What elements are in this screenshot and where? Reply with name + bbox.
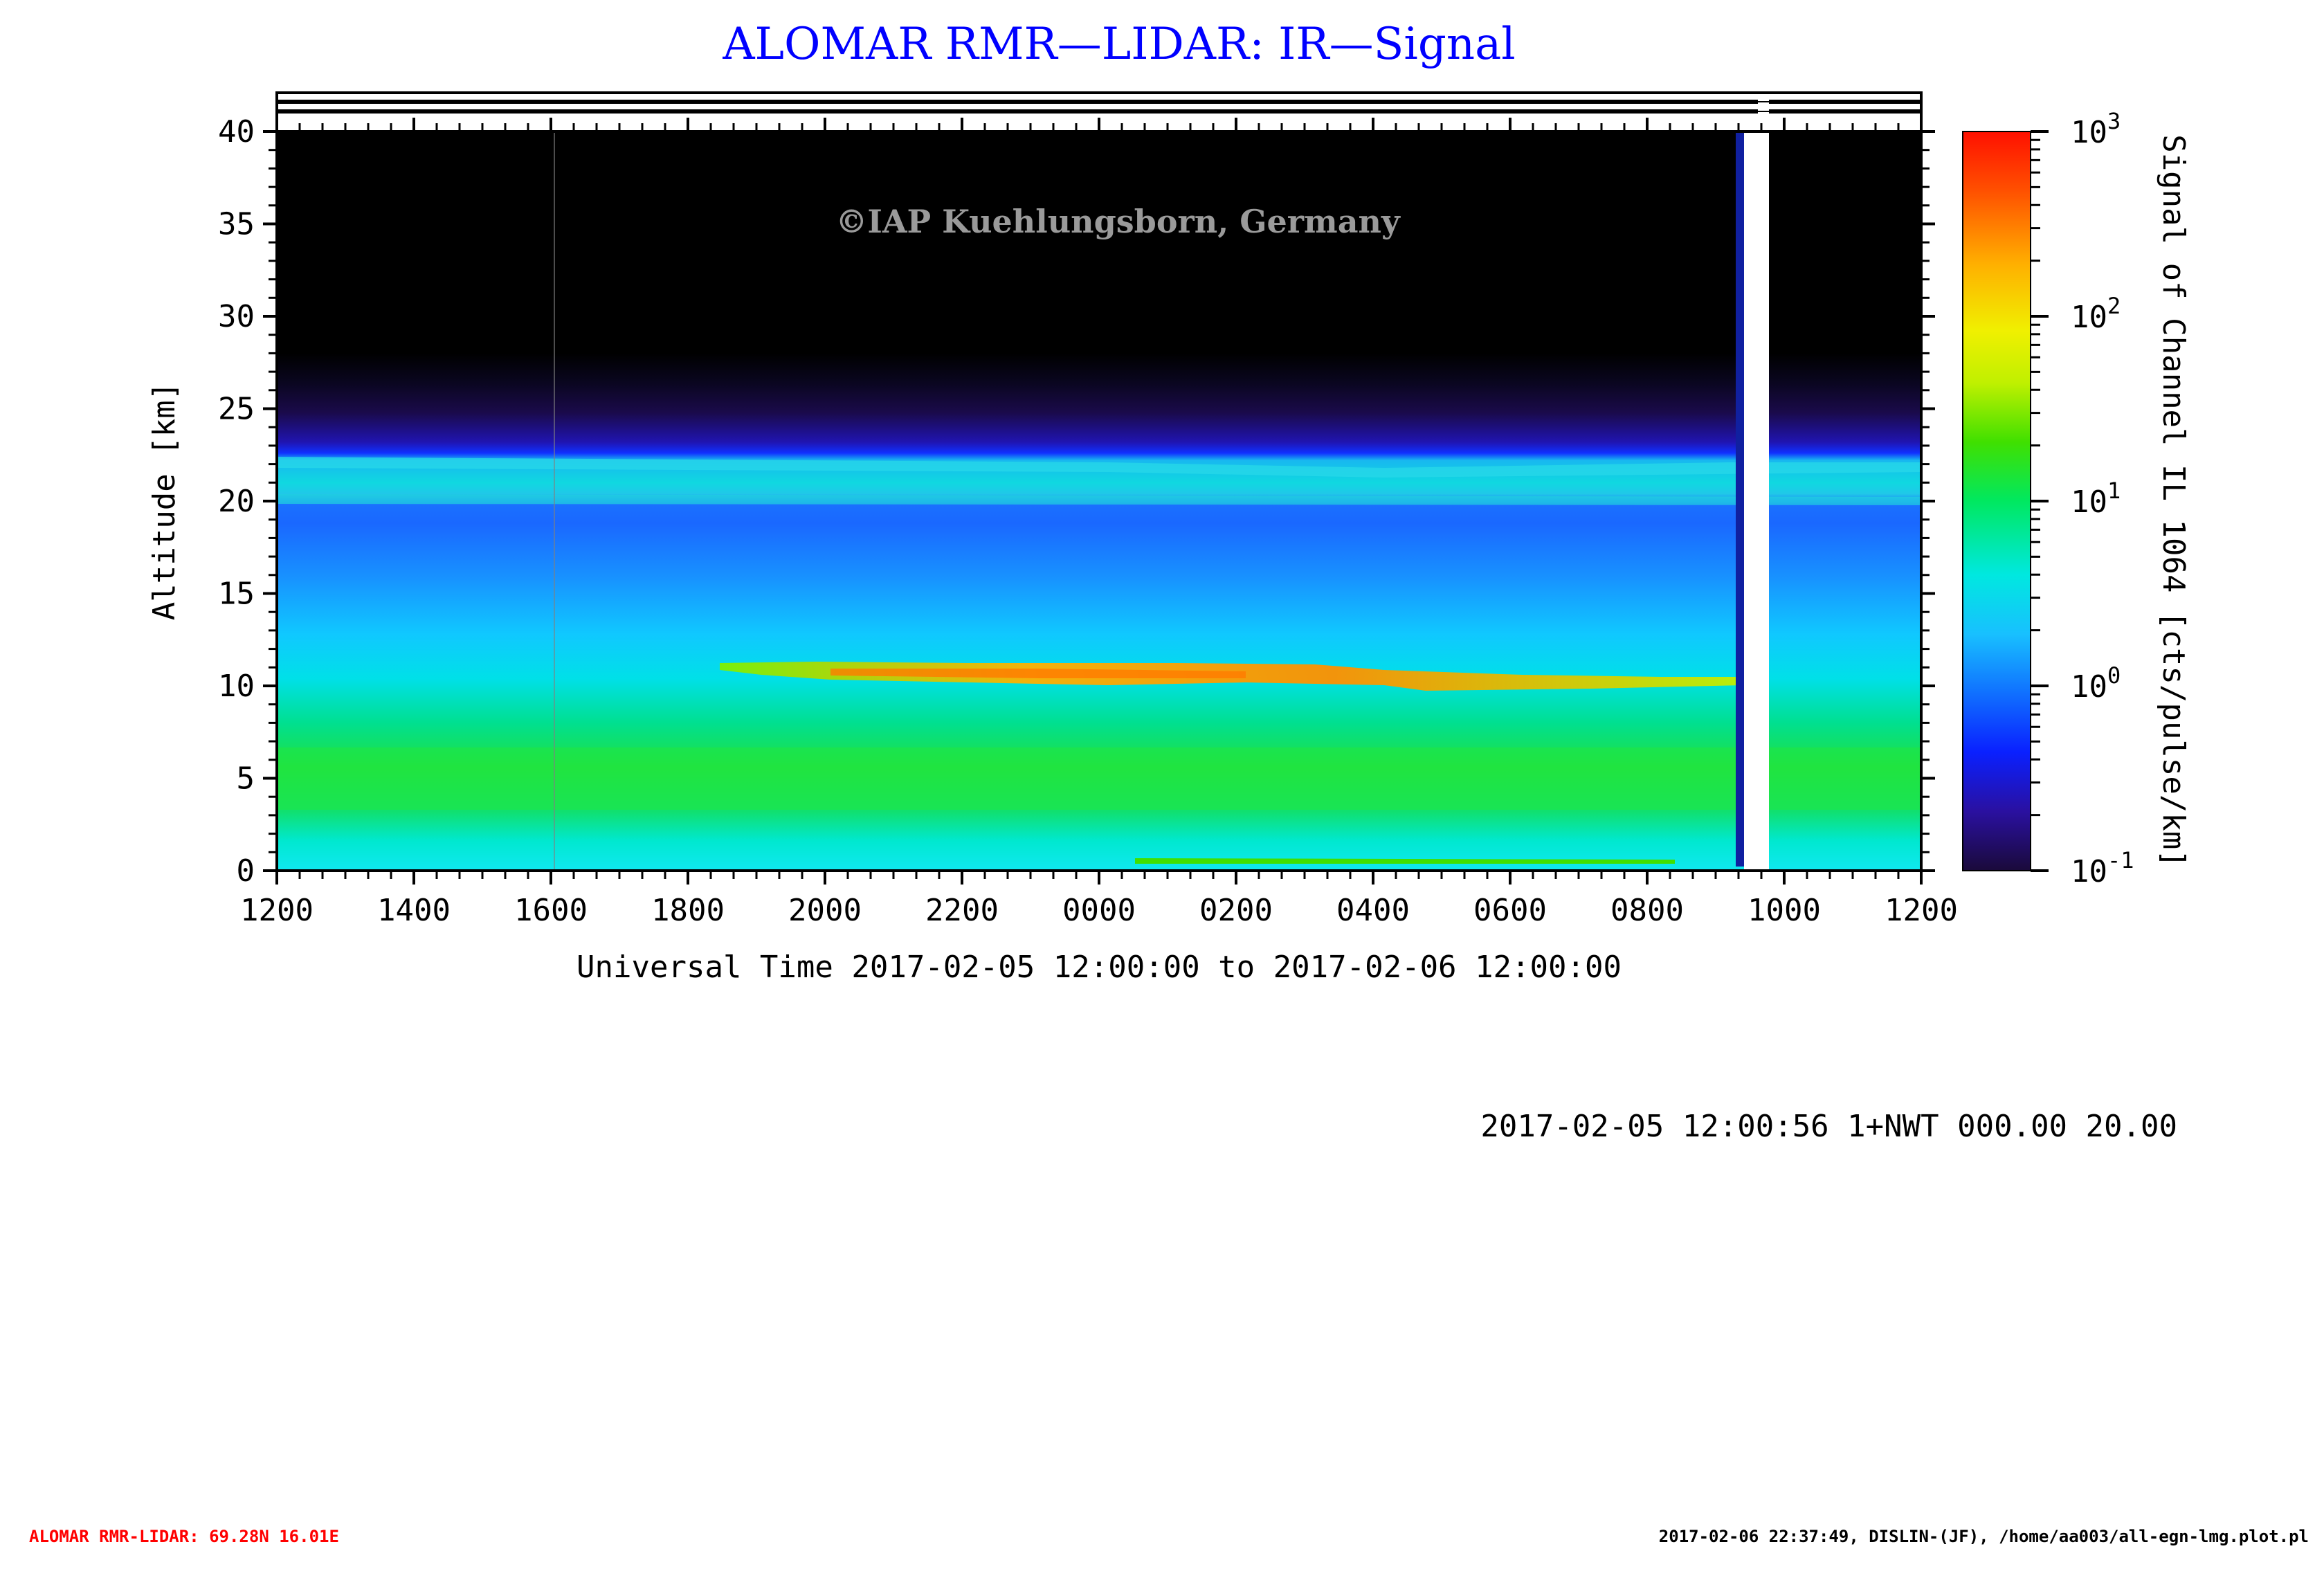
colorbar-tick-label: 10-1: [2071, 847, 2134, 889]
heatmap-area: [275, 130, 1923, 872]
y-tick-label: 30: [218, 299, 255, 334]
boundary-layer-band: [277, 747, 1921, 810]
y-tick-label: 20: [218, 484, 255, 519]
x-tick-label: 0200: [1199, 893, 1273, 928]
colorbar-tick-label: 101: [2071, 478, 2121, 520]
data-gap-edge: [1736, 131, 1744, 867]
data-gap: [1744, 131, 1769, 871]
y-tick-label: 40: [218, 114, 255, 149]
cirrus-cloud-core: [830, 669, 1246, 678]
colorbar-label: Signal of Channel IL 1064 [cts/pulse/km]: [2156, 134, 2191, 868]
x-tick-label: 1400: [377, 893, 451, 928]
colorbar-fill: [1963, 131, 2031, 871]
y-axis-label: Altitude [km]: [147, 382, 182, 620]
x-tick-label: 1200: [1885, 893, 1958, 928]
colorbar-tick-label: 103: [2071, 108, 2121, 150]
x-axis-label: Universal Time 2017-02-05 12:00:00 to 20…: [577, 950, 1622, 985]
colorbar-tick-label: 102: [2071, 293, 2121, 335]
colorbar: 10-1 100 101 102 103: [1962, 108, 2134, 889]
y-tick-label: 5: [237, 761, 255, 797]
watermark: ©IAP Kuehlungsborn, Germany: [835, 203, 1401, 240]
x-tick-label: 1800: [651, 893, 725, 928]
chart-title: ALOMAR RMR—LIDAR: IR—Signal: [722, 19, 1515, 70]
colorbar-tick-label: 100: [2071, 662, 2121, 705]
x-tick-label: 0000: [1062, 893, 1136, 928]
x-tick-label: 1200: [240, 893, 314, 928]
y-tick-label: 35: [218, 207, 255, 242]
x-tick-label: 1000: [1747, 893, 1821, 928]
x-tick-label: 0600: [1473, 893, 1547, 928]
x-tick-label: 0800: [1610, 893, 1684, 928]
footer-right: 2017-02-06 22:37:49, DISLIN-(JF), /home/…: [1659, 1527, 2309, 1546]
artifact-line: [554, 131, 555, 871]
aerosol-layer-top: [277, 457, 1921, 478]
y-tick-label: 0: [237, 853, 255, 889]
aerosol-layer-bottom: [277, 494, 1921, 505]
x-tick-label: 1600: [514, 893, 588, 928]
run-annotation: 2017-02-05 12:00:56 1+NWT 000.00 20.00: [1480, 1109, 2177, 1144]
x-tick-label: 0400: [1336, 893, 1410, 928]
near-ground-layer: [1135, 858, 1675, 864]
x-tick-label: 2000: [788, 893, 862, 928]
y-tick-label: 10: [218, 669, 255, 704]
footer-left: ALOMAR RMR-LIDAR: 69.28N 16.01E: [29, 1527, 339, 1546]
y-tick-label: 25: [218, 392, 255, 427]
y-tick-label: 15: [218, 577, 255, 612]
x-tick-label: 2200: [925, 893, 999, 928]
